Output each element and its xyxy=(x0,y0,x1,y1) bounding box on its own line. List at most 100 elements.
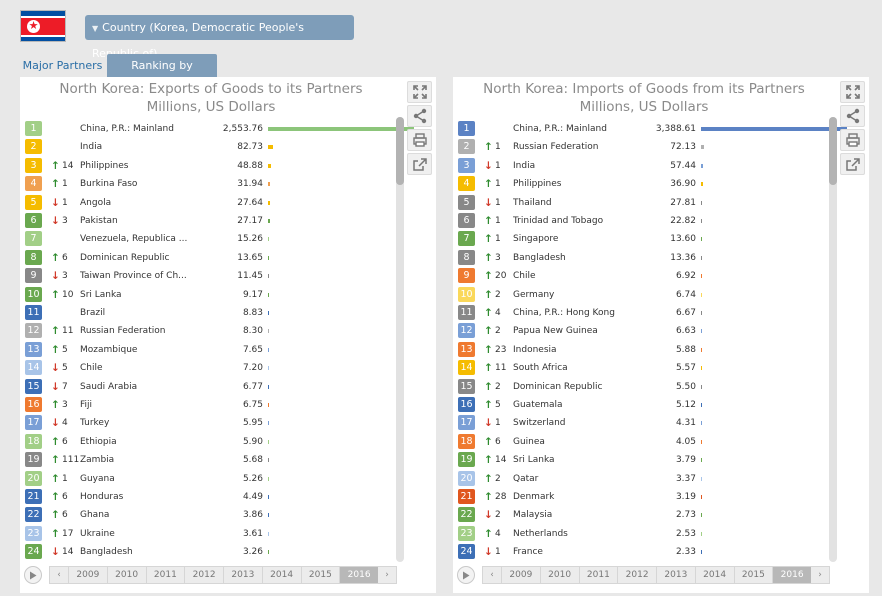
year-2015[interactable]: 2015 xyxy=(733,567,773,583)
partner-row[interactable]: 16 ↑ 5 Guatemala 5.12 xyxy=(458,396,828,414)
partner-row[interactable]: 24 ↓ 1 France 2.33 xyxy=(458,543,828,561)
timeline-next-button[interactable]: › xyxy=(385,570,389,580)
partner-row[interactable]: 3 ↓ 1 India 57.44 xyxy=(458,157,828,175)
partner-row[interactable]: 15 ↓ 7 Saudi Arabia 6.77 xyxy=(25,378,395,396)
rank-badge: 11 xyxy=(458,305,475,320)
partner-row[interactable]: 14 ↑ 11 South Africa 5.57 xyxy=(458,359,828,377)
partner-row[interactable]: 1 China, P.R.: Mainland 3,388.61 xyxy=(458,120,847,138)
partner-row[interactable]: 6 ↑ 1 Trinidad and Tobago 22.82 xyxy=(458,212,828,230)
value-bar xyxy=(701,347,702,352)
rank-badge: 1 xyxy=(25,121,42,136)
timeline-next-button[interactable]: › xyxy=(818,570,822,580)
year-2009[interactable]: 2009 xyxy=(68,567,107,583)
year-2016[interactable]: 2016 xyxy=(339,567,378,583)
arrow-down-icon: ↓ xyxy=(484,509,493,522)
partner-row[interactable]: 22 ↓ 2 Malaysia 2.73 xyxy=(458,506,828,524)
partner-row[interactable]: 18 ↑ 6 Guinea 4.05 xyxy=(458,433,828,451)
partner-row[interactable]: 11 Brazil 8.83 xyxy=(25,304,395,322)
play-button[interactable] xyxy=(457,566,475,584)
scrollbar-thumb[interactable] xyxy=(396,117,404,185)
year-2014[interactable]: 2014 xyxy=(694,567,734,583)
partner-row[interactable]: 13 ↑ 5 Mozambique 7.65 xyxy=(25,341,395,359)
export-button[interactable] xyxy=(407,153,432,175)
partner-row[interactable]: 23 ↑ 4 Netherlands 2.53 xyxy=(458,525,828,543)
share-button[interactable] xyxy=(407,105,432,127)
print-button[interactable] xyxy=(840,129,865,151)
year-2011[interactable]: 2011 xyxy=(578,567,618,583)
rank-badge: 18 xyxy=(458,433,475,449)
partner-row[interactable]: 20 ↑ 2 Qatar 3.37 xyxy=(458,470,828,488)
play-button[interactable] xyxy=(24,566,42,584)
partner-row[interactable]: 2 India 82.73 xyxy=(25,138,395,156)
partner-row[interactable]: 5 ↓ 1 Thailand 27.81 xyxy=(458,194,828,212)
scrollbar-track[interactable] xyxy=(396,117,404,562)
year-2010[interactable]: 2010 xyxy=(539,567,579,583)
year-timeline: ‹ 2009 2010 2011 2012 2013 2014 2015 2016 › xyxy=(457,564,833,586)
share-button[interactable] xyxy=(840,105,865,127)
expand-icon xyxy=(412,85,427,99)
partner-row[interactable]: 7 ↑ 1 Singapore 13.60 xyxy=(458,230,828,248)
partner-row[interactable]: 7 Venezuela, Republica ... 15.26 xyxy=(25,230,395,248)
partner-row[interactable]: 14 ↓ 5 Chile 7.20 xyxy=(25,359,395,377)
year-2010[interactable]: 2010 xyxy=(106,567,146,583)
partner-row[interactable]: 22 ↑ 6 Ghana 3.86 xyxy=(25,506,395,524)
tab-ranking-by-partners[interactable]: Ranking by Partners xyxy=(107,54,217,95)
partner-row[interactable]: 24 ↓ 14 Bangladesh 3.26 xyxy=(25,543,395,561)
partner-row[interactable]: 19 ↑ 111 Zambia 5.68 xyxy=(25,451,395,469)
export-button[interactable] xyxy=(840,153,865,175)
year-2012[interactable]: 2012 xyxy=(184,567,223,583)
scrollbar-thumb[interactable] xyxy=(829,117,837,185)
year-2011[interactable]: 2011 xyxy=(145,567,185,583)
partner-row[interactable]: 8 ↑ 6 Dominican Republic 13.65 xyxy=(25,249,395,267)
partner-row[interactable]: 1 China, P.R.: Mainland 2,553.76 xyxy=(25,120,414,138)
partner-row[interactable]: 3 ↑ 14 Philippines 48.88 xyxy=(25,157,395,175)
partner-row[interactable]: 6 ↓ 3 Pakistan 27.17 xyxy=(25,212,395,230)
partner-row[interactable]: 5 ↓ 1 Angola 27.64 xyxy=(25,194,395,212)
partner-row[interactable]: 9 ↑ 20 Chile 6.92 xyxy=(458,267,828,285)
partner-row[interactable]: 12 ↑ 11 Russian Federation 8.30 xyxy=(25,322,395,340)
value-bar xyxy=(701,237,702,242)
partner-row[interactable]: 18 ↑ 6 Ethiopia 5.90 xyxy=(25,433,395,451)
rank-badge: 2 xyxy=(458,139,475,155)
partner-row[interactable]: 11 ↑ 4 China, P.R.: Hong Kong 6.67 xyxy=(458,304,828,322)
expand-button[interactable] xyxy=(407,81,432,103)
partner-row[interactable]: 20 ↑ 1 Guyana 5.26 xyxy=(25,470,395,488)
partner-row[interactable]: 21 ↑ 6 Honduras 4.49 xyxy=(25,488,395,506)
partner-row[interactable]: 19 ↑ 14 Sri Lanka 3.79 xyxy=(458,451,828,469)
print-button[interactable] xyxy=(407,129,432,151)
year-2009[interactable]: 2009 xyxy=(501,567,540,583)
partner-row[interactable]: 9 ↓ 3 Taiwan Province of Ch... 11.45 xyxy=(25,267,395,285)
scrollbar-track[interactable] xyxy=(829,117,837,562)
year-2013[interactable]: 2013 xyxy=(223,567,262,583)
value-bar xyxy=(701,421,702,426)
partner-row[interactable]: 21 ↑ 28 Denmark 3.19 xyxy=(458,488,828,506)
partner-row[interactable]: 15 ↑ 2 Dominican Republic 5.50 xyxy=(458,378,828,396)
year-2013[interactable]: 2013 xyxy=(656,567,695,583)
timeline-prev-button[interactable]: ‹ xyxy=(490,570,494,580)
chevron-down-icon: ▼ xyxy=(92,24,99,33)
arrow-down-icon: ↓ xyxy=(51,362,60,375)
partner-row[interactable]: 17 ↓ 4 Turkey 5.95 xyxy=(25,414,395,432)
partner-row[interactable]: 8 ↑ 3 Bangladesh 13.36 xyxy=(458,249,828,267)
partner-row[interactable]: 4 ↑ 1 Philippines 36.90 xyxy=(458,175,828,193)
partner-name: China, P.R.: Hong Kong xyxy=(513,308,615,318)
partner-row[interactable]: 23 ↑ 17 Ukraine 3.61 xyxy=(25,525,395,543)
expand-button[interactable] xyxy=(840,81,865,103)
tab-major-partners[interactable]: Major Partners xyxy=(22,59,103,72)
partner-row[interactable]: 13 ↑ 23 Indonesia 5.88 xyxy=(458,341,828,359)
country-select-button[interactable]: ▼Country (Korea, Democratic People's Rep… xyxy=(85,15,354,60)
partner-row[interactable]: 4 ↑ 1 Burkina Faso 31.94 xyxy=(25,175,395,193)
partner-row[interactable]: 17 ↓ 1 Switzerland 4.31 xyxy=(458,414,828,432)
year-2014[interactable]: 2014 xyxy=(261,567,301,583)
partner-row[interactable]: 12 ↑ 2 Papua New Guinea 6.63 xyxy=(458,322,828,340)
partner-row[interactable]: 16 ↑ 3 Fiji 6.75 xyxy=(25,396,395,414)
year-2012[interactable]: 2012 xyxy=(617,567,656,583)
timeline-prev-button[interactable]: ‹ xyxy=(57,570,61,580)
year-2016[interactable]: 2016 xyxy=(772,567,811,583)
partner-name: Venezuela, Republica ... xyxy=(80,234,188,245)
year-2015[interactable]: 2015 xyxy=(300,567,340,583)
partner-row[interactable]: 2 ↑ 1 Russian Federation 72.13 xyxy=(458,138,828,156)
rank-change: 2 xyxy=(495,510,501,521)
partner-row[interactable]: 10 ↑ 2 Germany 6.74 xyxy=(458,286,828,304)
partner-row[interactable]: 10 ↑ 10 Sri Lanka 9.17 xyxy=(25,286,395,304)
